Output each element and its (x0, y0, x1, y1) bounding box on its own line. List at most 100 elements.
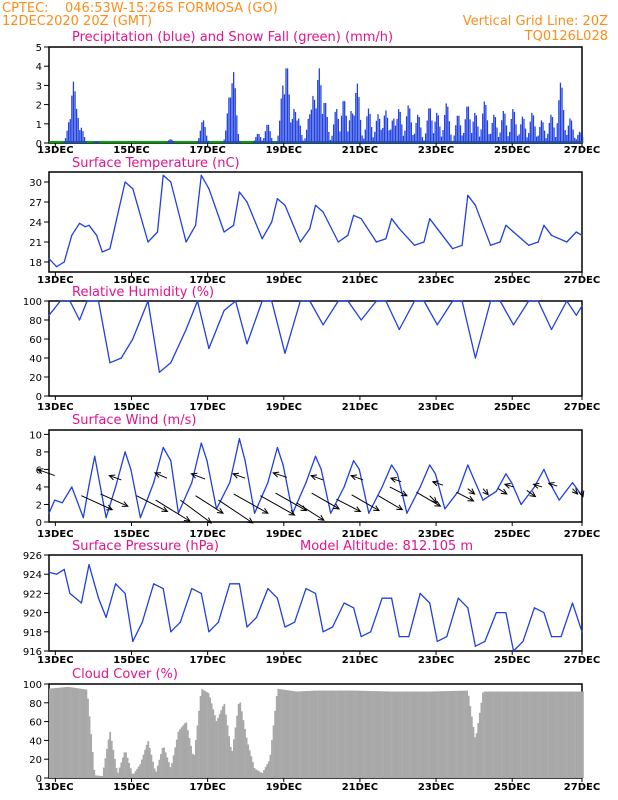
cloud-bar (526, 691, 529, 778)
pressure-y-tick-label: 920 (23, 609, 42, 620)
cloud-bar (247, 744, 250, 778)
cloud-bar (580, 691, 583, 778)
pressure-x-tick-label: 19DEC (266, 655, 302, 666)
cloud-bar (394, 691, 397, 778)
temperature-point (299, 241, 301, 243)
cloud-bar (49, 688, 51, 778)
wind-arrow-shaft (351, 494, 380, 512)
cloud-bar (474, 737, 476, 778)
temperature-x-tick-label: 21DEC (342, 275, 378, 286)
wind-point (253, 512, 256, 514)
cloud-bar (336, 690, 338, 778)
cloud-bar (401, 691, 403, 778)
pressure-point (208, 631, 210, 633)
precip-bar (499, 132, 501, 143)
humidity-x-tick-label: 15DEC (113, 402, 149, 413)
precip-bar (424, 133, 427, 143)
wind-y-tick-label: 10 (29, 430, 42, 441)
wind-point (520, 503, 522, 506)
wind-arrow (81, 495, 114, 511)
cloud-bar (99, 775, 102, 778)
temperature-series-line (48, 174, 583, 268)
precip-bar (466, 106, 468, 143)
cloud-bar (497, 691, 500, 778)
wind-arrow-shaft (533, 483, 543, 488)
precip-bar (474, 112, 476, 143)
humidity-point (537, 300, 539, 302)
precip-bar (410, 122, 412, 143)
precip-bar (483, 101, 485, 143)
wind-arrow-head (272, 471, 280, 478)
cloud-bar (315, 690, 318, 778)
humidity-point (158, 371, 161, 373)
cloud-bar (196, 725, 199, 778)
temperature-point (223, 231, 225, 233)
precip-bar (374, 131, 376, 143)
precip-bar (505, 125, 508, 143)
cloud-bar (148, 747, 151, 778)
cloud-bar (167, 762, 170, 778)
wind-arrow-head (205, 517, 213, 524)
pressure-y-tick-label: 926 (23, 551, 42, 562)
temperature-point (185, 241, 187, 243)
wind-arrow (272, 471, 288, 478)
precip-bar (480, 129, 482, 143)
cloud-bar (163, 747, 166, 778)
precip-bar (456, 115, 458, 143)
precip-bar (318, 68, 320, 143)
precip-bar (307, 118, 309, 143)
cloud-bar (79, 688, 81, 778)
precip-bar (202, 120, 205, 143)
cloud-bar (369, 690, 372, 778)
cloud-y-tick-label: 60 (29, 718, 42, 729)
cloud-bar (182, 725, 185, 778)
cloud-bar (258, 771, 261, 778)
precip-bar (293, 109, 295, 143)
cloud-bar (128, 763, 131, 778)
precip-y-tick-label: 3 (36, 81, 42, 92)
precip-bar (347, 131, 349, 143)
cloud-bar (60, 687, 62, 778)
wind-arrow (351, 494, 381, 512)
precip-bar (439, 126, 441, 143)
cloud-bar (183, 723, 186, 778)
temperature-point (88, 224, 90, 226)
wind-arrow-shaft (273, 472, 288, 478)
temperature-frame (48, 171, 583, 273)
cloud-bar (562, 691, 565, 778)
precip-bar (267, 124, 270, 143)
pressure-x-tick-label: 13DEC (37, 655, 73, 666)
humidity-point (461, 300, 463, 302)
precip-bar (225, 130, 227, 143)
cloud-bar (285, 689, 288, 778)
cloud-bar (566, 691, 568, 778)
cloud-bar (564, 691, 567, 778)
temperature-y-tick-label: 30 (29, 178, 42, 189)
precip-bar (436, 112, 438, 143)
temperature-x-tick-label: 19DEC (266, 275, 302, 286)
precip-bar (567, 125, 570, 143)
pressure-point (179, 621, 181, 623)
wind-arrow (526, 490, 537, 498)
precip-bar (263, 137, 265, 143)
precip-bar (510, 118, 512, 143)
precip-bar (271, 137, 273, 143)
precip-bar (332, 124, 335, 143)
humidity-point (451, 300, 454, 302)
precip-bar (577, 134, 579, 143)
wind-arrow-head (482, 488, 489, 496)
cloud-bar (437, 691, 440, 778)
precip-bar (388, 130, 390, 143)
cloud-bar (194, 740, 197, 778)
temperature-point (499, 241, 501, 243)
precip-bar (171, 139, 173, 143)
cloud-bar (286, 690, 289, 778)
wind-arrow-shaft (109, 475, 122, 481)
panel-pressure: 13DEC 15DEC 17DEC 19DEC 21DEC 23DEC 25DEC 27DEC… (23, 539, 600, 666)
wind-point (429, 464, 431, 466)
cloud-bar (451, 690, 454, 778)
wind-arrow (350, 474, 364, 481)
cloud-bar (445, 691, 448, 778)
wind-arrow-shaft (390, 477, 402, 483)
cloud-y-tick-label: 80 (29, 699, 42, 710)
